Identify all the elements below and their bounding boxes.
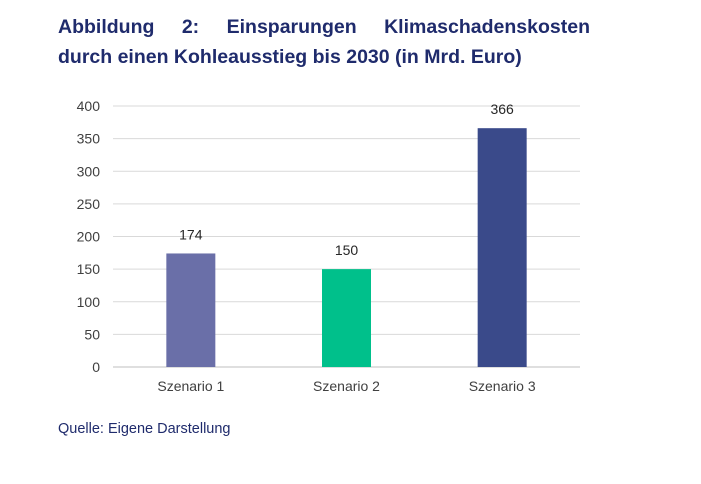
y-tick-label: 350 bbox=[77, 131, 101, 147]
x-tick-label: Szenario 3 bbox=[469, 378, 536, 394]
x-tick-label: Szenario 1 bbox=[157, 378, 224, 394]
data-label: 174 bbox=[179, 226, 203, 242]
title-word: Klimaschadenskosten bbox=[384, 16, 590, 38]
bar bbox=[477, 128, 527, 367]
x-tick-label: Szenario 2 bbox=[313, 378, 380, 394]
y-tick-label: 0 bbox=[92, 359, 100, 375]
title-word: 2: bbox=[181, 16, 200, 38]
y-tick-label: 150 bbox=[77, 261, 101, 277]
chart-title-line-1: Abbildung 2: Einsparungen Klimaschadensk… bbox=[58, 16, 590, 39]
data-label: 366 bbox=[490, 101, 514, 117]
y-tick-label: 300 bbox=[77, 163, 101, 179]
y-tick-label: 100 bbox=[77, 294, 101, 310]
data-label: 150 bbox=[335, 242, 359, 258]
y-tick-label: 400 bbox=[77, 98, 101, 114]
source-note: Quelle: Eigene Darstellung bbox=[58, 421, 231, 437]
title-word: Einsparungen bbox=[226, 16, 357, 38]
bar bbox=[322, 269, 371, 367]
y-tick-label: 200 bbox=[77, 229, 101, 245]
title-word: Abbildung bbox=[58, 16, 155, 38]
bar bbox=[166, 253, 216, 367]
chart-title-line-2: durch einen Kohleausstieg bis 2030 (in M… bbox=[58, 46, 522, 68]
y-tick-label: 50 bbox=[84, 326, 100, 342]
y-tick-label: 250 bbox=[77, 196, 101, 212]
